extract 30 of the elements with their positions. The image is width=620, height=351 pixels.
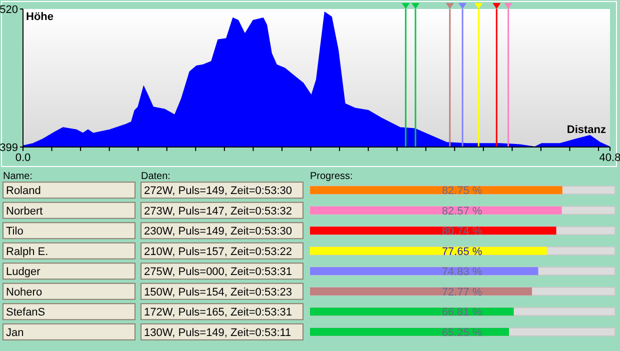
chart-title: Progress:: [310, 171, 353, 182]
data-label: 74.83 %: [442, 266, 482, 278]
text: 230W, Puls=149, Zeit=0:53:30: [144, 226, 292, 238]
y-axis-title: Höhe: [26, 11, 54, 23]
y-tick-label: Ralph E.: [6, 246, 48, 258]
y-tick-label: Norbert: [6, 205, 43, 218]
x-tick-label: 0.0: [15, 152, 31, 164]
y-tick-label: Ludger: [6, 266, 41, 278]
data-label: 72.77 %: [442, 286, 482, 298]
y-axis-title: Name:: [3, 171, 32, 182]
x-tick-label: 40.8: [599, 152, 620, 164]
text: 130W, Puls=149, Zeit=0:53:11: [144, 326, 292, 339]
text: Daten:: [141, 171, 170, 182]
text: 273W, Puls=147, Zeit=0:53:32: [144, 205, 292, 218]
y-tick-label: Jan: [6, 326, 24, 339]
y-tick-label: 399: [0, 142, 18, 154]
x-axis-title: Distanz: [566, 124, 606, 136]
text: 272W, Puls=149, Zeit=0:53:30: [144, 185, 292, 198]
y-tick-label: Nohero: [6, 286, 42, 298]
text: 150W, Puls=154, Zeit=0:53:23: [144, 286, 292, 298]
data-label: 65.25 %: [442, 326, 482, 339]
data-label: 77.65 %: [442, 246, 482, 258]
data-label: 82.57 %: [442, 205, 482, 218]
y-tick-label: Roland: [6, 185, 41, 198]
text: 210W, Puls=157, Zeit=0:53:22: [144, 246, 292, 258]
text: 275W, Puls=000, Zeit=0:53:31: [144, 266, 292, 278]
text: 172W, Puls=165, Zeit=0:53:31: [144, 306, 292, 319]
y-tick-label: StefanS: [6, 306, 46, 319]
y-tick-label: Tilo: [6, 226, 24, 238]
y-tick-label: 520: [0, 4, 18, 16]
